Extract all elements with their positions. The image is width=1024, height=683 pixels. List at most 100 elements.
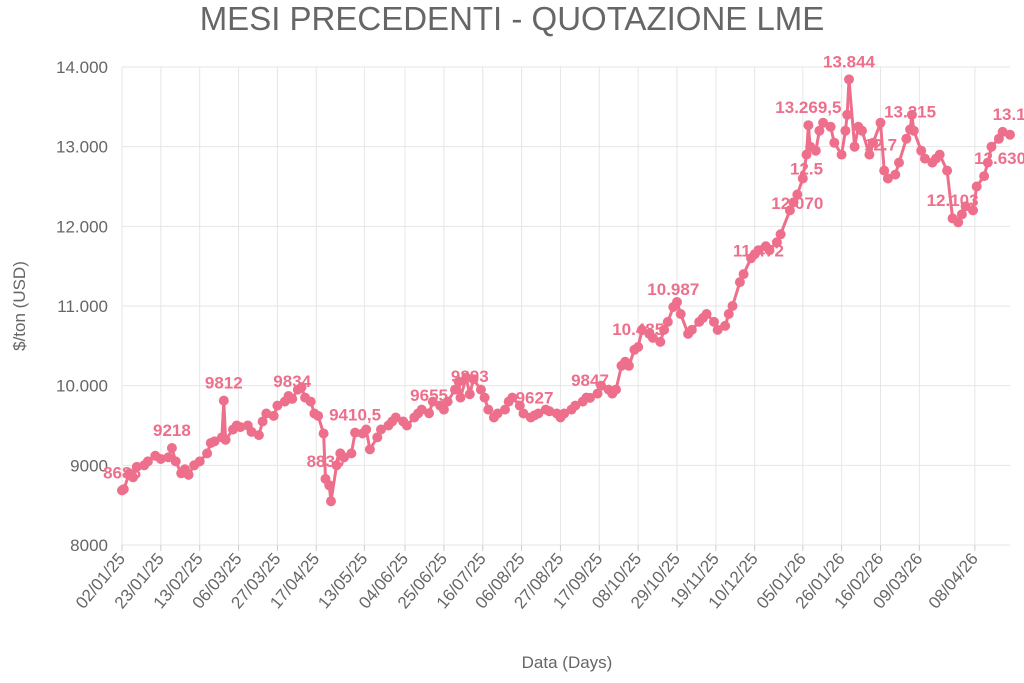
data-point <box>810 145 821 156</box>
data-label: 10.485 <box>612 320 664 339</box>
data-point <box>829 137 840 148</box>
data-point <box>734 277 745 288</box>
data-point <box>723 309 734 319</box>
data-point <box>771 237 782 248</box>
data-point <box>220 434 231 445</box>
data-point <box>868 137 879 148</box>
data-point <box>849 141 860 152</box>
data-point <box>350 427 361 438</box>
data-point <box>272 400 283 411</box>
data-point <box>908 125 919 136</box>
data-label: 12.070 <box>771 194 823 213</box>
data-point <box>257 416 268 427</box>
data-label: 13.844 <box>823 52 876 71</box>
data-label: 12.630, <box>974 149 1024 168</box>
data-point <box>455 392 466 403</box>
data-point <box>825 121 836 132</box>
data-point <box>514 400 525 411</box>
y-tick-label: 11.000 <box>57 297 108 316</box>
data-point <box>424 408 435 419</box>
data-point <box>346 448 357 459</box>
series-points <box>117 74 1015 507</box>
data-point <box>971 181 982 192</box>
data-point <box>438 404 449 415</box>
data-point <box>662 316 673 327</box>
data-label: 13.269,5 <box>775 98 841 117</box>
data-point <box>633 342 644 352</box>
data-point <box>287 393 298 404</box>
data-point <box>784 205 795 216</box>
data-label: 9218 <box>153 421 191 440</box>
data-label: 9834 <box>273 372 311 391</box>
data-point <box>797 173 808 184</box>
data-point <box>183 469 194 480</box>
data-point <box>864 149 875 160</box>
data-label: 9893 <box>451 367 489 386</box>
data-point <box>919 153 930 164</box>
data-point <box>592 388 603 399</box>
data-label: 9812 <box>205 374 243 393</box>
data-point <box>803 120 814 131</box>
data-point <box>453 376 464 387</box>
data-point <box>611 384 621 395</box>
data-point <box>170 456 181 467</box>
data-label: 9410,5 <box>329 406 381 425</box>
data-label: 12.103 <box>927 191 979 210</box>
data-point <box>875 117 886 128</box>
data-point <box>818 117 829 128</box>
x-axis-title: Data (Days) <box>522 653 613 672</box>
data-point <box>313 410 324 421</box>
data-label: 9847 <box>571 371 609 390</box>
data-point <box>916 145 927 156</box>
data-point <box>636 324 647 335</box>
data-label: 12.7 <box>864 136 897 155</box>
data-label: 13.18 <box>993 105 1024 124</box>
y-tick-label: 13.000 <box>56 138 108 157</box>
data-label: 11.472 <box>733 241 784 260</box>
data-point <box>163 452 174 463</box>
data-point <box>727 301 738 311</box>
data-point <box>209 436 220 447</box>
y-tick-label: 9000 <box>70 456 108 475</box>
data-point <box>518 408 529 419</box>
data-point <box>712 324 723 335</box>
data-point <box>533 408 544 419</box>
grid-lines <box>121 66 1010 551</box>
data-point <box>142 456 153 467</box>
data-point <box>934 149 945 160</box>
data-point <box>468 374 479 385</box>
data-point <box>906 109 917 120</box>
x-tick-label: 08/04/26 <box>925 549 982 612</box>
data-point <box>500 404 510 415</box>
chart-title: MESI PRECEDENTI - QUOTAZIONE LME <box>200 0 825 37</box>
data-point <box>479 392 490 403</box>
data-point <box>390 412 401 423</box>
data-point <box>701 309 712 319</box>
data-point <box>894 157 904 168</box>
data-point <box>128 472 139 483</box>
data-point <box>364 444 375 455</box>
data-point <box>814 125 825 136</box>
data-point <box>194 456 205 467</box>
data-point <box>492 408 503 419</box>
data-point <box>960 201 971 212</box>
data-point <box>901 133 912 144</box>
data-point <box>450 384 460 395</box>
data-point <box>585 392 595 403</box>
data-point <box>326 496 336 507</box>
data-point <box>942 165 953 176</box>
data-point <box>331 460 342 471</box>
y-tick-label: 8000 <box>70 536 108 555</box>
data-point <box>753 245 764 256</box>
data-point <box>218 395 229 406</box>
data-label: 10.987 <box>647 280 699 299</box>
data-point <box>253 430 264 441</box>
data-point <box>968 205 978 216</box>
y-axis-title: $/ton (USD) <box>10 261 29 351</box>
data-point <box>324 480 335 491</box>
data-label: 8830 <box>307 452 345 471</box>
data-point <box>655 336 666 347</box>
data-point <box>268 410 279 421</box>
data-point <box>401 420 412 431</box>
